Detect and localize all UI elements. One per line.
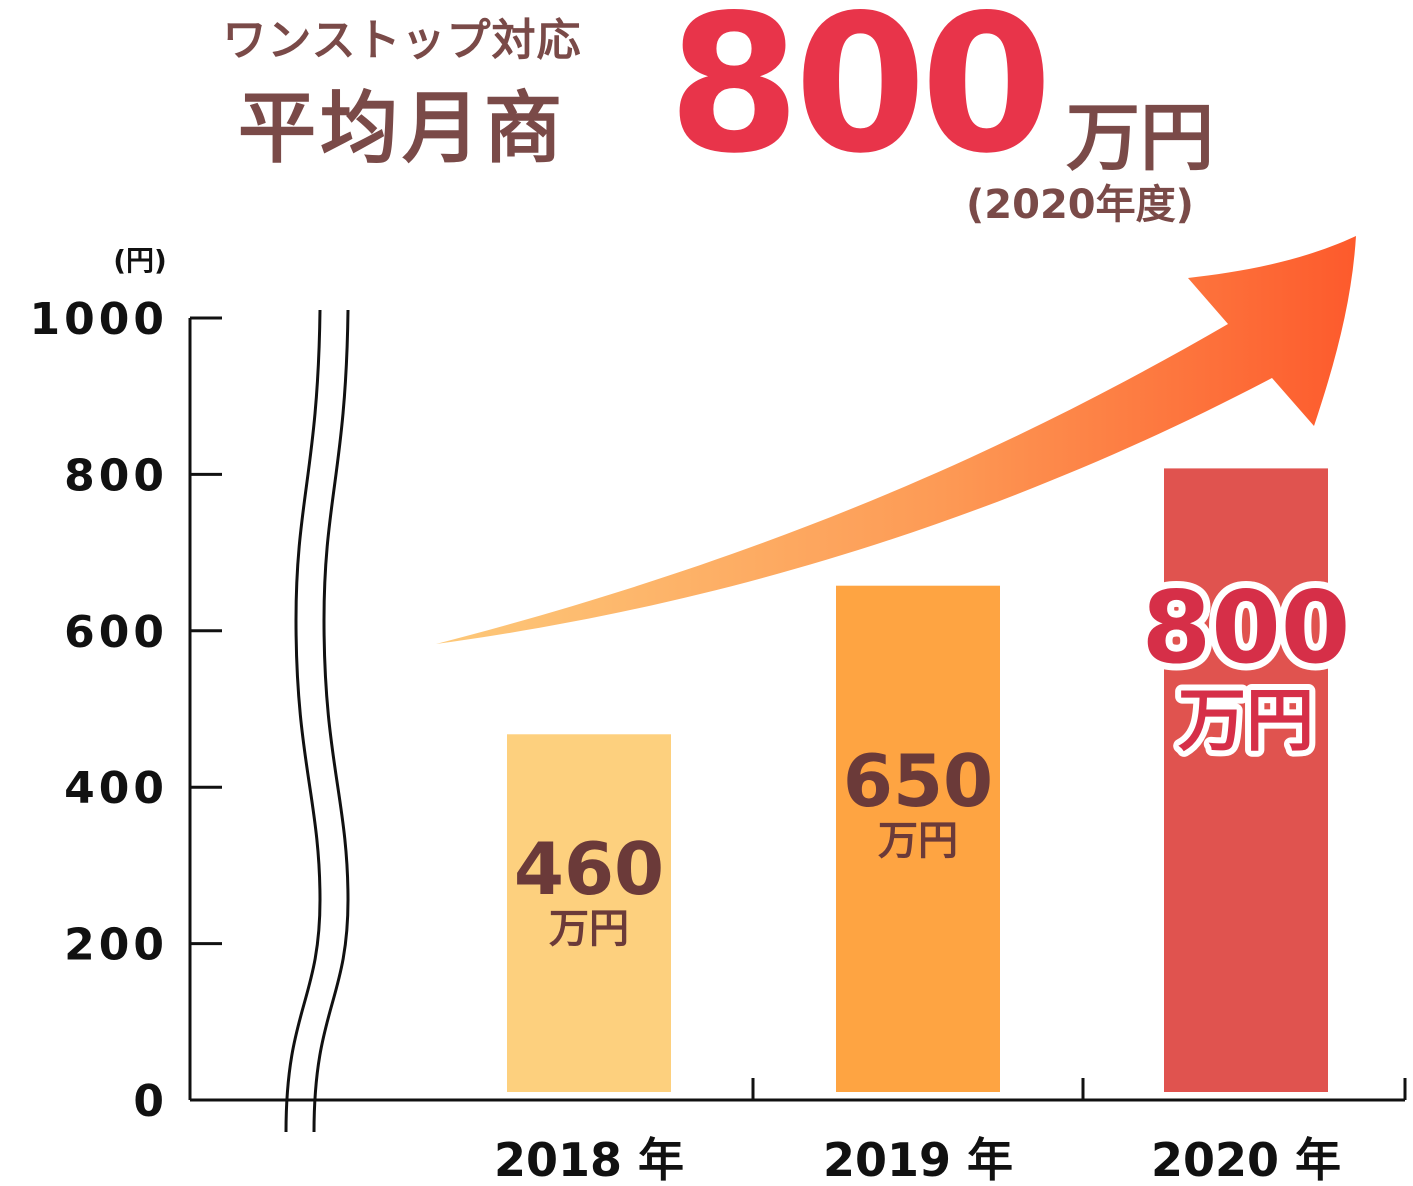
x-tick-label: 2018 年 bbox=[494, 1133, 684, 1186]
y-tick-label: 200 bbox=[64, 920, 168, 971]
bar-2 bbox=[836, 585, 1000, 1092]
data-label-value: 650 bbox=[843, 739, 993, 823]
data-label-value: 460 bbox=[514, 827, 664, 911]
y-tick-label: 600 bbox=[64, 607, 168, 658]
headline-value: 800 bbox=[668, 0, 1053, 195]
bar-3 bbox=[1164, 468, 1328, 1092]
data-label-value: 800 bbox=[1142, 569, 1351, 686]
trend-arrow bbox=[436, 236, 1356, 644]
data-label-unit: 万円 bbox=[878, 818, 958, 864]
headline-note: (2020年度) bbox=[966, 182, 1194, 228]
y-tick-label: 800 bbox=[64, 450, 168, 501]
y-tick-label: 0 bbox=[133, 1076, 168, 1127]
x-tick-label: 2020 年 bbox=[1151, 1133, 1341, 1186]
bar-1 bbox=[507, 734, 671, 1092]
axis-break bbox=[284, 309, 350, 1133]
heading-line2: 平均月商 bbox=[237, 84, 566, 174]
heading-line1: ワンストップ対応 bbox=[222, 15, 582, 66]
headline-unit: 万円 bbox=[1066, 95, 1214, 181]
x-tick-label: 2019 年 bbox=[823, 1133, 1013, 1186]
y-axis-unit: (円) bbox=[113, 244, 167, 277]
data-label-unit: 万円 bbox=[1178, 682, 1314, 761]
y-tick-label: 400 bbox=[64, 763, 168, 814]
data-label-unit: 万円 bbox=[549, 906, 629, 952]
y-tick-label: 1000 bbox=[30, 294, 168, 345]
